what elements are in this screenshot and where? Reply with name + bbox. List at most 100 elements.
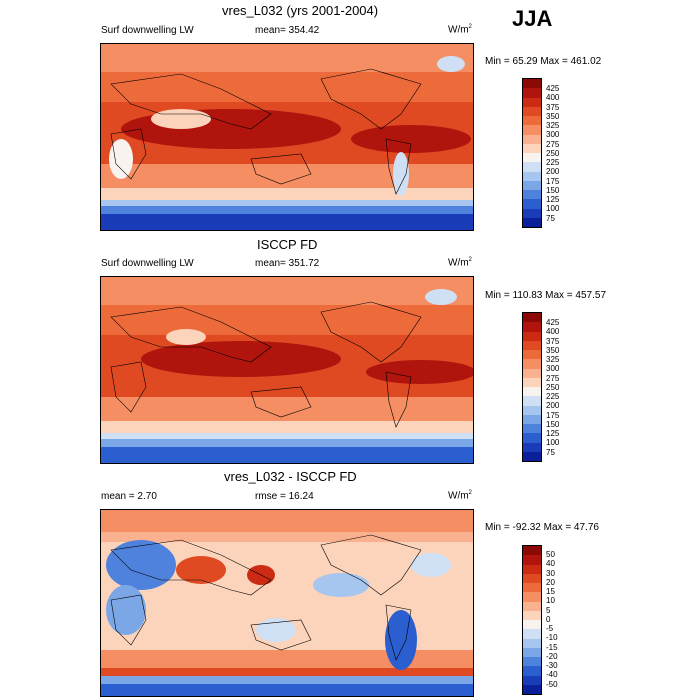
cb1-swatch-14 — [523, 208, 541, 218]
cb3-swatch-6 — [523, 601, 541, 611]
cb2-swatch-14 — [523, 442, 541, 452]
cb3-label: -40 — [546, 670, 558, 679]
cb2-swatch-15 — [523, 451, 541, 461]
cb3-label: -15 — [546, 643, 558, 652]
panel3-colorbar — [522, 545, 542, 695]
cb2-label: 125 — [546, 429, 560, 438]
cb3-swatch-0 — [523, 546, 541, 556]
cb3-swatch-10 — [523, 638, 541, 648]
cb1-label: 125 — [546, 195, 560, 204]
cb1-label: 175 — [546, 177, 560, 186]
cb2-swatch-2 — [523, 331, 541, 341]
cb1-label: 100 — [546, 204, 560, 213]
cb3-swatch-8 — [523, 620, 541, 630]
cb3-swatch-14 — [523, 675, 541, 685]
cb3-swatch-12 — [523, 657, 541, 667]
cb1-label: 425 — [546, 84, 560, 93]
cb1-swatch-7 — [523, 143, 541, 153]
cb3-label: 50 — [546, 550, 555, 559]
cb1-swatch-13 — [523, 199, 541, 209]
cb1-swatch-3 — [523, 106, 541, 116]
panel1-units: W/m2 — [448, 24, 472, 36]
panel2-map — [100, 276, 474, 464]
panel2-mean-label: mean= 351.72 — [255, 258, 320, 269]
cb3-label: 20 — [546, 578, 555, 587]
panel1-map — [100, 43, 474, 231]
panel1-title: vres_L032 (yrs 2001-2004) — [222, 3, 379, 18]
cb3-label: -5 — [546, 624, 554, 633]
cb1-label: 200 — [546, 167, 560, 176]
cb1-label: 225 — [546, 158, 560, 167]
panel1-minmax: Min = 65.29 Max = 461.02 — [485, 56, 602, 67]
cb1-swatch-4 — [523, 116, 541, 126]
cb2-label: 300 — [546, 364, 560, 373]
cb1-label: 275 — [546, 140, 560, 149]
panel1-variable-label: Surf downwelling LW — [101, 25, 194, 36]
panel3-title: vres_L032 - ISCCP FD — [224, 469, 357, 484]
cb3-swatch-4 — [523, 583, 541, 593]
cb1-label: 300 — [546, 130, 560, 139]
panel2-minmax: Min = 110.83 Max = 457.57 — [485, 290, 607, 301]
cb2-swatch-13 — [523, 433, 541, 443]
cb1-swatch-10 — [523, 171, 541, 181]
cb2-label: 225 — [546, 392, 560, 401]
cb1-swatch-0 — [523, 79, 541, 89]
cb1-swatch-15 — [523, 217, 541, 227]
cb3-label: -50 — [546, 680, 558, 689]
season-label: JJA — [512, 6, 553, 31]
cb1-swatch-11 — [523, 180, 541, 190]
cb3-label: 40 — [546, 559, 555, 568]
panel2-variable-label: Surf downwelling LW — [101, 258, 194, 269]
cb2-swatch-7 — [523, 377, 541, 387]
cb2-label: 75 — [546, 448, 555, 457]
panel3-map — [100, 509, 474, 697]
panel3-units: W/m2 — [448, 490, 472, 502]
cb2-swatch-9 — [523, 396, 541, 406]
cb2-swatch-10 — [523, 405, 541, 415]
cb2-swatch-11 — [523, 414, 541, 424]
cb2-label: 275 — [546, 374, 560, 383]
cb2-label: 175 — [546, 411, 560, 420]
cb3-label: 10 — [546, 596, 555, 605]
cb1-label: 350 — [546, 112, 560, 121]
cb3-swatch-5 — [523, 592, 541, 602]
cb2-swatch-1 — [523, 322, 541, 332]
cb1-label: 75 — [546, 214, 555, 223]
panel2-units: W/m2 — [448, 257, 472, 269]
cb2-label: 200 — [546, 401, 560, 410]
cb1-label: 150 — [546, 186, 560, 195]
cb1-swatch-2 — [523, 97, 541, 107]
panel3-minmax: Min = -92.32 Max = 47.76 — [485, 522, 599, 533]
cb3-swatch-11 — [523, 647, 541, 657]
cb2-swatch-0 — [523, 313, 541, 323]
cb2-swatch-12 — [523, 424, 541, 434]
cb3-swatch-2 — [523, 564, 541, 574]
cb2-label: 425 — [546, 318, 560, 327]
cb1-swatch-6 — [523, 134, 541, 144]
cb3-swatch-3 — [523, 573, 541, 583]
cb1-label: 250 — [546, 149, 560, 158]
cb2-label: 250 — [546, 383, 560, 392]
cb2-label: 400 — [546, 327, 560, 336]
cb2-swatch-5 — [523, 359, 541, 369]
cb3-label: 15 — [546, 587, 555, 596]
cb2-label: 350 — [546, 346, 560, 355]
cb2-label: 100 — [546, 438, 560, 447]
panel2-title: ISCCP FD — [257, 237, 318, 252]
panel3-mean-label: mean = 2.70 — [101, 491, 157, 502]
cb3-swatch-15 — [523, 684, 541, 694]
cb3-swatch-7 — [523, 610, 541, 620]
cb2-swatch-3 — [523, 340, 541, 350]
cb3-label: -10 — [546, 633, 558, 642]
cb3-label: -20 — [546, 652, 558, 661]
panel2-colorbar — [522, 312, 542, 462]
cb1-swatch-12 — [523, 190, 541, 200]
cb1-swatch-1 — [523, 88, 541, 98]
cb2-label: 325 — [546, 355, 560, 364]
cb2-label: 150 — [546, 420, 560, 429]
panel3-rmse-label: rmse = 16.24 — [255, 491, 314, 502]
cb1-label: 400 — [546, 93, 560, 102]
cb1-label: 375 — [546, 103, 560, 112]
cb3-label: -30 — [546, 661, 558, 670]
cb3-label: 30 — [546, 569, 555, 578]
